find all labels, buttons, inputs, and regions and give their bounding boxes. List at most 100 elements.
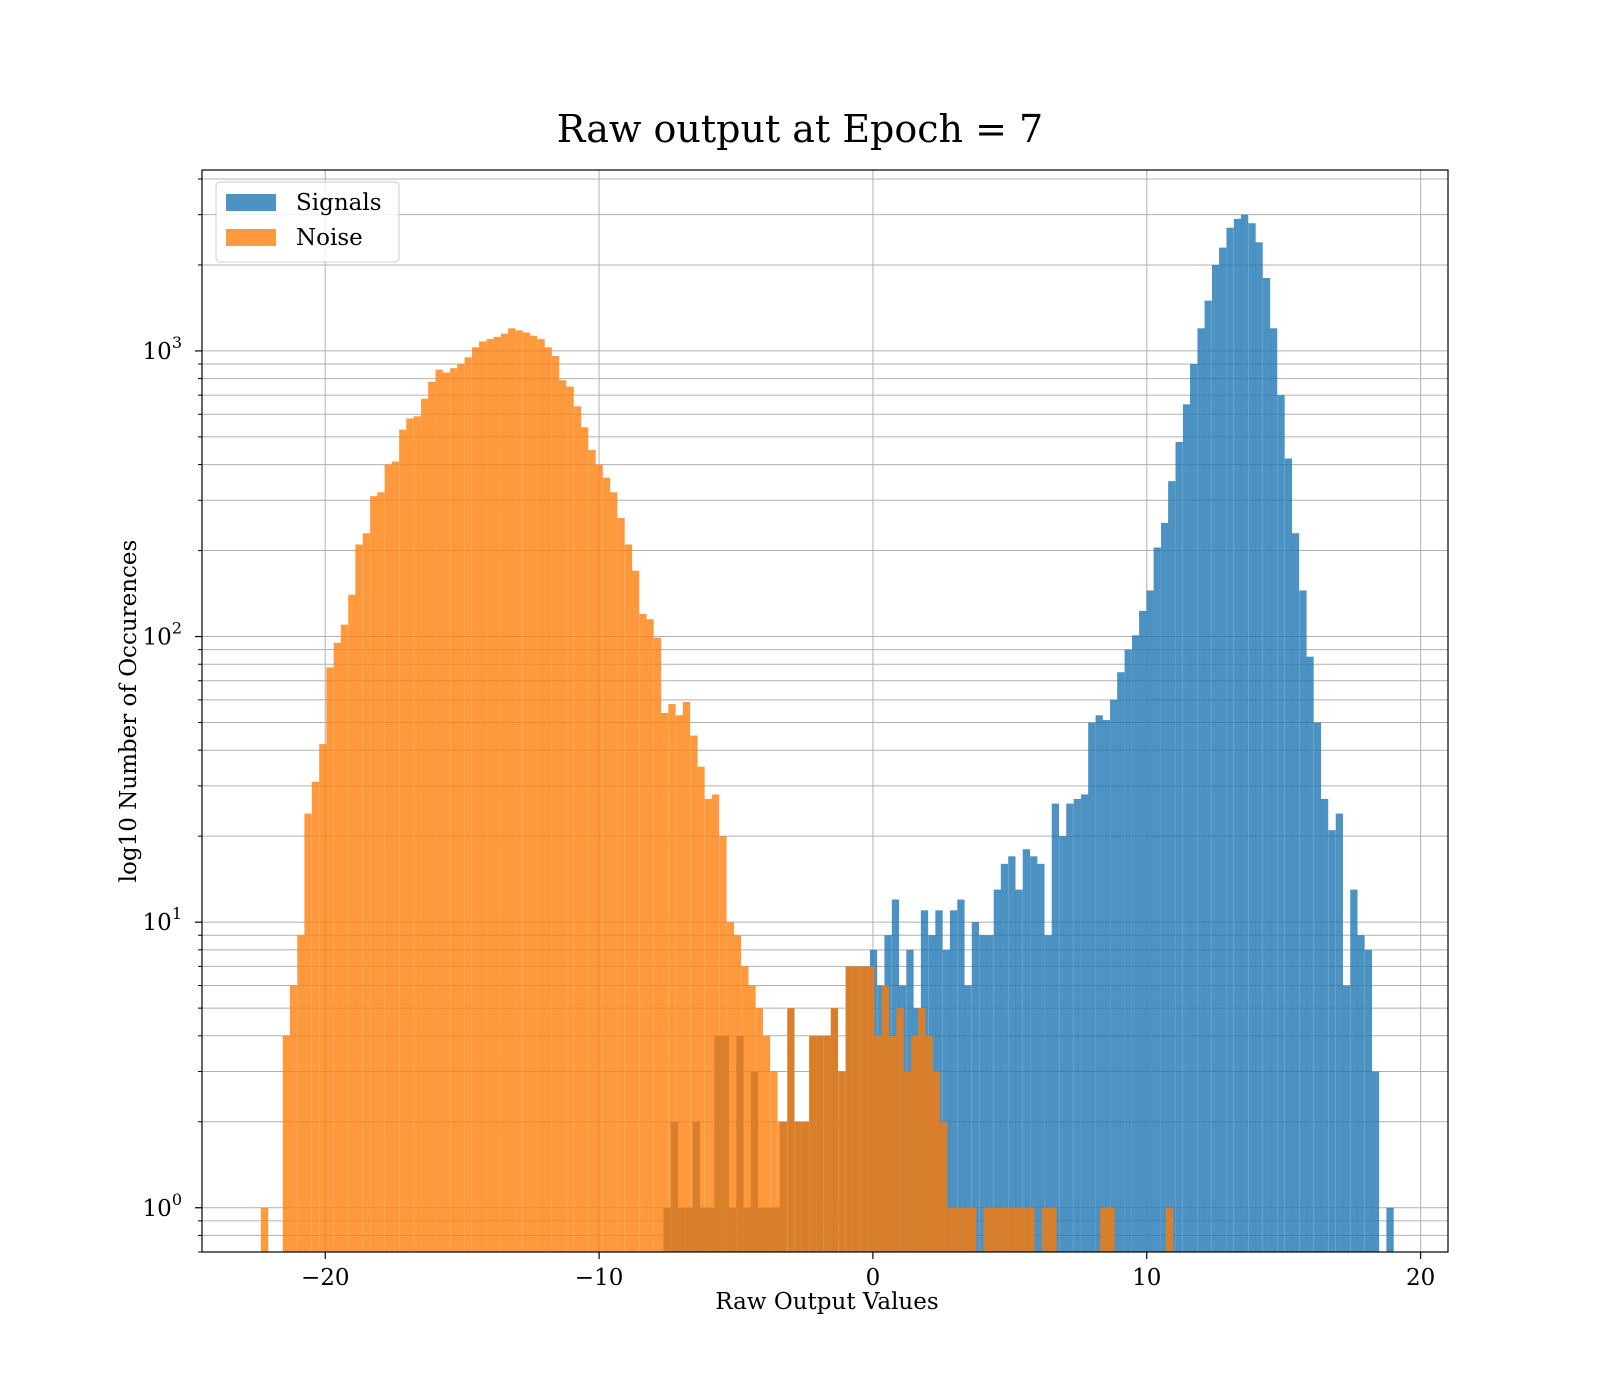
histogram-bar [1168, 481, 1176, 1252]
histogram-bar [472, 347, 480, 1253]
histogram-bar [711, 794, 720, 1252]
histogram-bar [762, 1035, 771, 1252]
histogram-bar [743, 1207, 751, 1252]
histogram-bar [779, 1121, 788, 1252]
histogram-bar [1335, 813, 1344, 1252]
histogram-bar [617, 518, 625, 1252]
y-tick-label: 101 [143, 904, 182, 936]
histogram-bar [1270, 328, 1278, 1252]
histogram-bar [932, 1071, 940, 1252]
series-signals-bars [869, 214, 1394, 1253]
histogram-bar [1277, 395, 1285, 1252]
histogram-bar [1139, 610, 1147, 1252]
legend: Signals Noise [215, 181, 400, 263]
histogram-bar [755, 1008, 764, 1252]
histogram-bar [692, 1121, 701, 1252]
histogram-bar [699, 1207, 708, 1252]
histogram-bar [801, 1121, 810, 1252]
histogram-bar [631, 570, 640, 1252]
histogram-bar [697, 766, 705, 1252]
histogram-bar [1037, 863, 1045, 1252]
histogram-bar [1012, 1207, 1021, 1252]
histogram-bar [889, 1035, 897, 1252]
histogram-bar [646, 619, 654, 1252]
histogram-bar [704, 798, 713, 1252]
histogram-bar [765, 1207, 773, 1252]
legend-swatch-signals [226, 194, 276, 211]
histogram-bar [1255, 242, 1263, 1253]
histogram-bar [588, 449, 596, 1252]
histogram-bar [728, 1207, 737, 1252]
histogram-bar [1005, 1207, 1013, 1252]
histogram-bar [961, 1207, 970, 1252]
histogram-bar [566, 386, 574, 1252]
histogram-bar [1204, 300, 1212, 1252]
histogram-bar [942, 949, 951, 1252]
histogram-bar [1081, 794, 1089, 1252]
histogram-bar [1313, 722, 1322, 1252]
histogram-bar [990, 1207, 999, 1252]
histogram-bar [1102, 720, 1110, 1252]
histogram-bar [311, 781, 320, 1252]
histogram-bar [428, 381, 436, 1252]
histogram-bar [1049, 1207, 1057, 1252]
histogram-bar [1153, 547, 1161, 1252]
histogram-bar [925, 1035, 933, 1252]
histogram-bar [1165, 1207, 1173, 1252]
histogram-bar [1110, 699, 1118, 1252]
histogram-bar [1248, 223, 1256, 1253]
histogram-bar [457, 363, 465, 1252]
histogram-bar [1027, 1207, 1035, 1252]
histogram-bar [304, 813, 312, 1252]
histogram-bar [736, 1035, 744, 1252]
histogram-bar [979, 935, 987, 1252]
histogram-bar [1100, 1207, 1108, 1252]
histogram-bar [1107, 1207, 1115, 1252]
histogram-bar [940, 1121, 948, 1252]
x-axis-label: Raw Output Values [715, 1289, 938, 1315]
histogram-bar [794, 1121, 802, 1252]
histogram-bar [348, 594, 356, 1252]
histogram-bar [787, 1008, 795, 1252]
histogram-bar [421, 398, 429, 1252]
histogram-bar [1371, 1071, 1380, 1252]
histogram-bar [954, 1207, 962, 1252]
histogram-bar [624, 544, 633, 1252]
x-tick-label: 20 [1406, 1265, 1435, 1291]
histogram-bar [289, 985, 298, 1252]
histogram-bar [874, 1035, 882, 1252]
histogram-bar [340, 624, 349, 1252]
histogram-bar [1342, 985, 1351, 1252]
histogram-bars [260, 214, 1394, 1253]
histogram-bar [581, 427, 589, 1252]
histogram-bar [1066, 803, 1074, 1252]
histogram-bar [1030, 856, 1038, 1252]
histogram-bar [384, 464, 392, 1252]
histogram-bar [1357, 935, 1365, 1252]
histogram-bar [610, 492, 618, 1252]
histogram-bar [949, 910, 958, 1252]
histogram-bar [1320, 798, 1329, 1252]
histogram-bar [551, 355, 560, 1253]
histogram-bar [964, 985, 972, 1252]
histogram-bar [1019, 1207, 1028, 1252]
histogram-bar [881, 985, 889, 1252]
histogram-bar [442, 372, 450, 1252]
histogram-bar [867, 966, 875, 1252]
histogram-bar [464, 357, 472, 1252]
histogram-bar [1146, 590, 1154, 1252]
histogram-bar [918, 1008, 926, 1252]
histogram-bar [1124, 649, 1132, 1252]
histogram-bar [707, 1207, 715, 1252]
histogram-bar [1350, 889, 1358, 1252]
histogram-bar [1041, 1207, 1050, 1252]
histogram-bar [1262, 278, 1271, 1252]
x-tick-label: 0 [866, 1265, 881, 1291]
histogram-bar [947, 1207, 955, 1252]
histogram-bar [809, 1035, 817, 1252]
histogram-bar [1299, 590, 1307, 1252]
histogram-bar [377, 492, 385, 1252]
histogram-bar [1059, 836, 1067, 1252]
histogram-bar [537, 339, 545, 1253]
histogram-bar [486, 339, 494, 1253]
